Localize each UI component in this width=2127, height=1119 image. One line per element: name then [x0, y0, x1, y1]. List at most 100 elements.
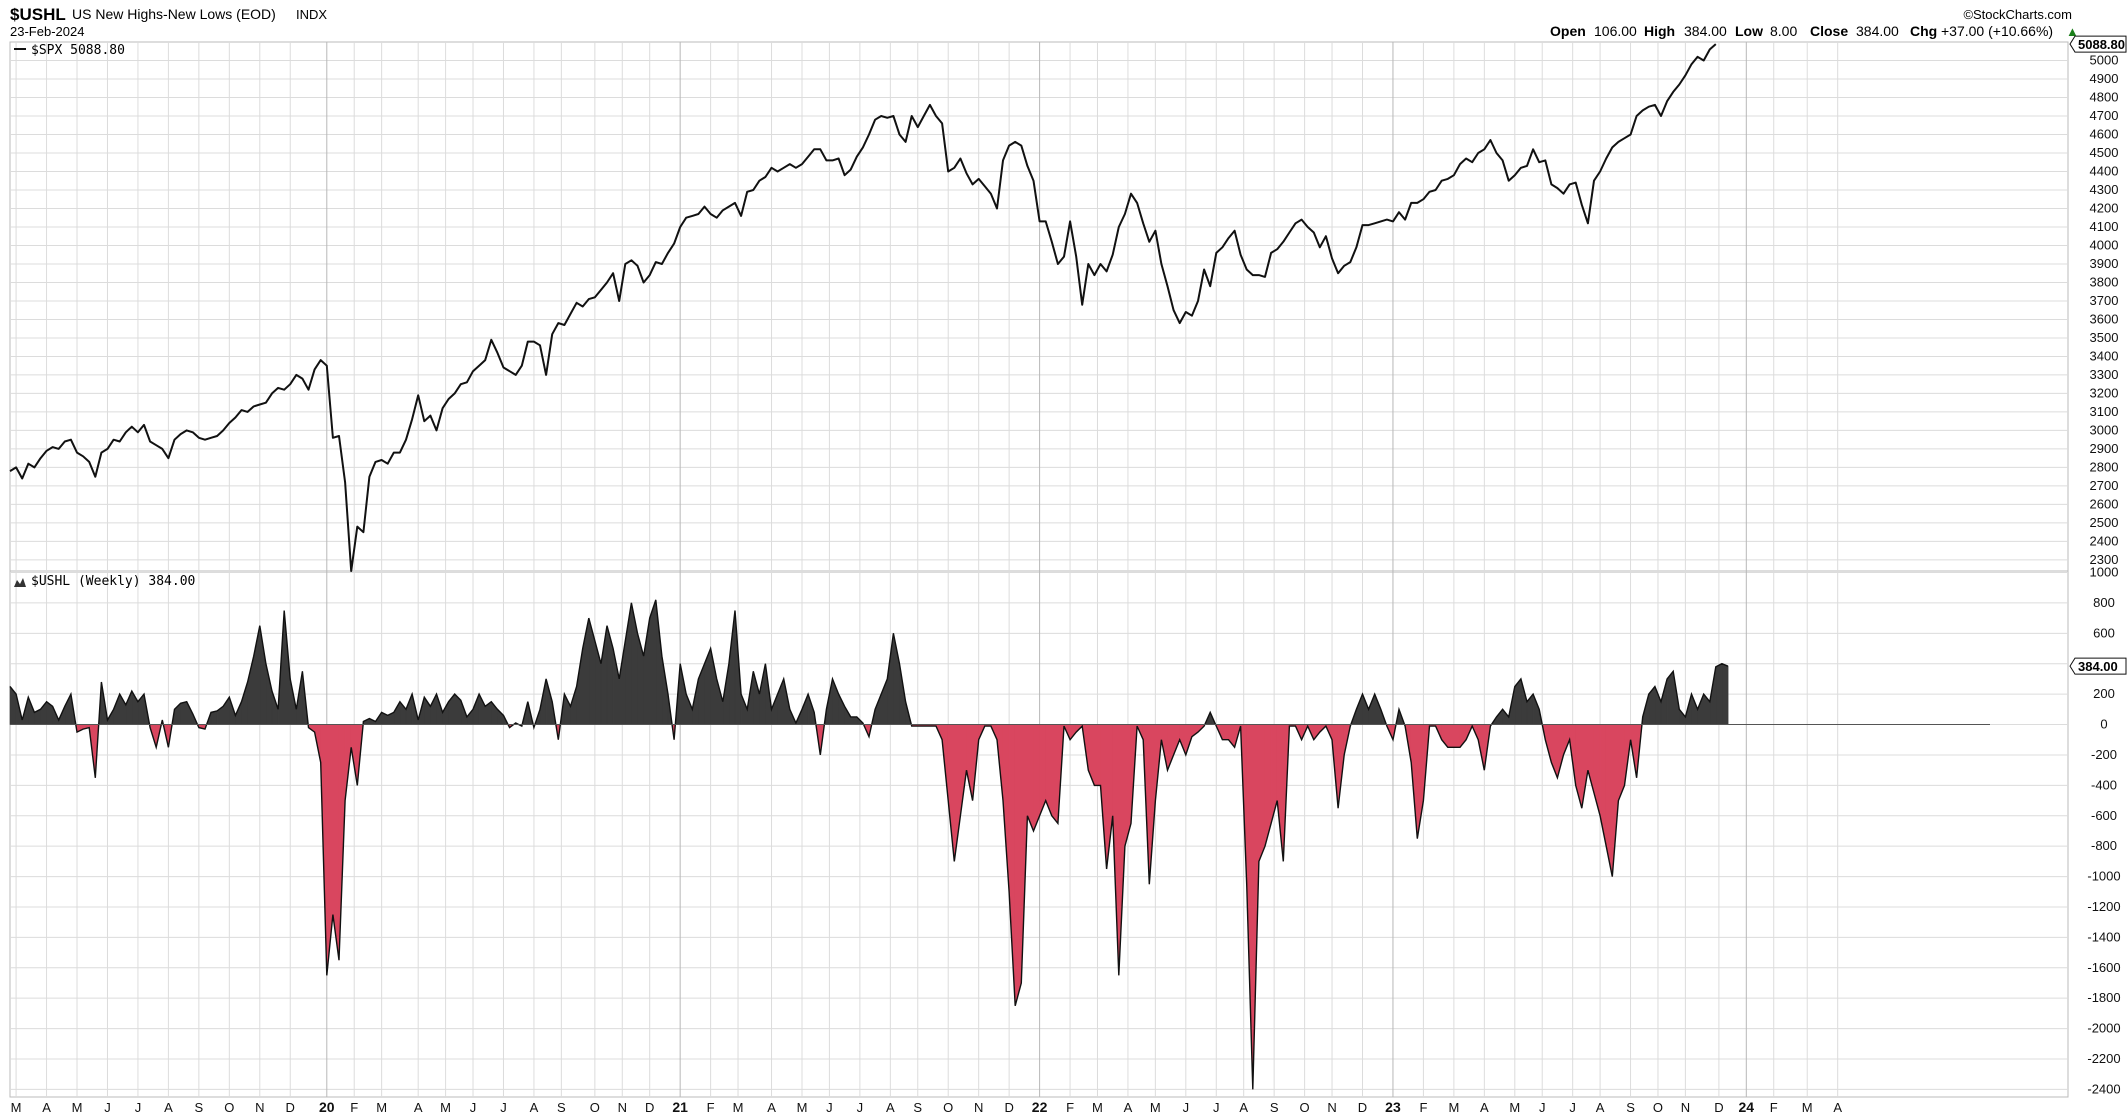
negative-area-segment	[1069, 724, 1077, 741]
breadth-y-tick: -2400	[2087, 1081, 2120, 1096]
breadth-y-tick: 800	[2093, 595, 2115, 610]
negative-area-segment	[1051, 724, 1059, 825]
x-tick-month: J	[104, 1100, 111, 1115]
breadth-y-tick: -2000	[2087, 1021, 2120, 1036]
positive-area-segment	[1666, 670, 1674, 725]
x-tick-month: A	[1124, 1100, 1133, 1115]
x-tick-month: F	[1066, 1100, 1074, 1115]
x-tick-month: D	[645, 1100, 654, 1115]
price-legend-text: $SPX 5088.80	[31, 43, 125, 58]
x-tick-month: O	[943, 1100, 953, 1115]
positive-area-segment	[588, 618, 596, 725]
x-tick-year: 24	[1739, 1099, 1755, 1115]
negative-area-segment	[1014, 724, 1022, 1006]
x-tick-month: M	[733, 1100, 744, 1115]
price-y-tick: 4800	[2090, 89, 2119, 104]
price-y-tick: 3800	[2090, 274, 2119, 289]
positive-area-segment	[113, 693, 120, 725]
breadth-tag-box	[2069, 657, 2127, 675]
x-tick-month: J	[826, 1100, 833, 1115]
negative-area-segment	[1179, 724, 1187, 756]
breadth-y-tick: -800	[2091, 838, 2117, 853]
x-tick-month: A	[1239, 1100, 1248, 1115]
x-tick-month: M	[1448, 1100, 1459, 1115]
chart-date: 23-Feb-2024	[10, 24, 84, 39]
copyright: ©StockCharts.com	[1963, 7, 2072, 22]
price-y-tick: 4400	[2090, 163, 2119, 178]
negative-area-segment	[1027, 724, 1034, 832]
x-tick-month: A	[767, 1100, 776, 1115]
price-y-tick: 4300	[2090, 182, 2119, 197]
price-series	[9, 43, 1717, 572]
negative-area-segment	[1173, 724, 1180, 756]
x-tick-month: M	[72, 1100, 83, 1115]
breadth-tag-text: 384.00	[2078, 659, 2118, 674]
symbol-exchange: INDX	[296, 7, 327, 22]
positive-area-segment	[265, 663, 273, 725]
breadth-y-tick: -1000	[2087, 869, 2120, 884]
positive-area-segment	[850, 716, 858, 725]
x-tick-year: 23	[1385, 1099, 1401, 1115]
breadth-y-tick: -1200	[2087, 899, 2120, 914]
breadth-y-tick: -1600	[2087, 960, 2120, 975]
low-label: Low	[1735, 23, 1763, 39]
price-y-tick: 4000	[2090, 237, 2119, 252]
x-tick-month: O	[1653, 1100, 1663, 1115]
positive-area-segment	[1368, 693, 1375, 725]
x-tick-month: A	[1833, 1100, 1842, 1115]
positive-area-segment	[1660, 678, 1668, 725]
price-y-tick: 2500	[2090, 515, 2119, 530]
price-y-tick: 5000	[2090, 52, 2119, 67]
x-tick-month: D	[286, 1100, 295, 1115]
x-tick-month: N	[618, 1100, 627, 1115]
positive-area-segment	[801, 693, 809, 725]
price-y-tick: 4500	[2090, 145, 2119, 160]
positive-area-segment	[1721, 663, 1729, 725]
low-value: 8.00	[1770, 23, 1797, 39]
positive-area-segment	[180, 701, 187, 725]
x-tick-month: N	[255, 1100, 264, 1115]
x-tick-month: A	[1596, 1100, 1605, 1115]
chg-label: Chg	[1910, 23, 1937, 39]
x-tick-month: M	[797, 1100, 808, 1115]
breadth-y-tick: 600	[2093, 625, 2115, 640]
x-tick-month: S	[557, 1100, 566, 1115]
positive-area-segment	[241, 681, 248, 725]
positive-area-segment	[1691, 693, 1698, 725]
x-tick-month: J	[500, 1100, 507, 1115]
negative-area-segment	[1222, 724, 1229, 740]
price-y-tick: 4600	[2090, 126, 2119, 141]
ohlc-readout: Open 106.00 High 384.00 Low 8.00 Close 3…	[1550, 23, 2079, 39]
price-y-tick: 3700	[2090, 293, 2119, 308]
close-value: 384.00	[1856, 23, 1899, 39]
price-y-tick: 3300	[2090, 367, 2119, 382]
highs-lows-line	[9, 599, 1729, 1090]
price-panel-frame	[9, 41, 2069, 572]
price-y-tick: 3900	[2090, 256, 2119, 271]
high-value: 384.00	[1684, 23, 1727, 39]
x-tick-month: N	[1681, 1100, 1690, 1115]
open-label: Open	[1550, 23, 1586, 39]
breadth-y-tick: 0	[2100, 717, 2107, 732]
negative-area-segment	[1094, 724, 1101, 786]
positive-area-segment	[679, 663, 687, 725]
price-y-tick: 2400	[2090, 533, 2119, 548]
positive-area-segment	[1496, 708, 1503, 725]
negative-area-segment	[1258, 724, 1266, 862]
breadth-y-tick: -2200	[2087, 1051, 2120, 1066]
positive-area-segment	[1679, 708, 1686, 725]
breadth-y-tick: 1000	[2090, 565, 2119, 580]
x-tick-month: S	[195, 1100, 204, 1115]
x-tick-month: J	[135, 1100, 142, 1115]
x-tick-month: S	[1626, 1100, 1635, 1115]
price-y-tick: 3000	[2090, 422, 2119, 437]
positive-area-segment	[606, 625, 614, 725]
positive-area-segment	[1356, 693, 1363, 725]
positive-area-segment	[393, 700, 401, 725]
price-y-tick: 2600	[2090, 496, 2119, 511]
price-legend: $SPX 5088.80	[14, 43, 125, 58]
x-tick-year: 21	[672, 1099, 688, 1115]
x-tick-month: S	[1270, 1100, 1279, 1115]
x-tick-month: N	[1327, 1100, 1336, 1115]
positive-area-segment	[1502, 708, 1509, 725]
